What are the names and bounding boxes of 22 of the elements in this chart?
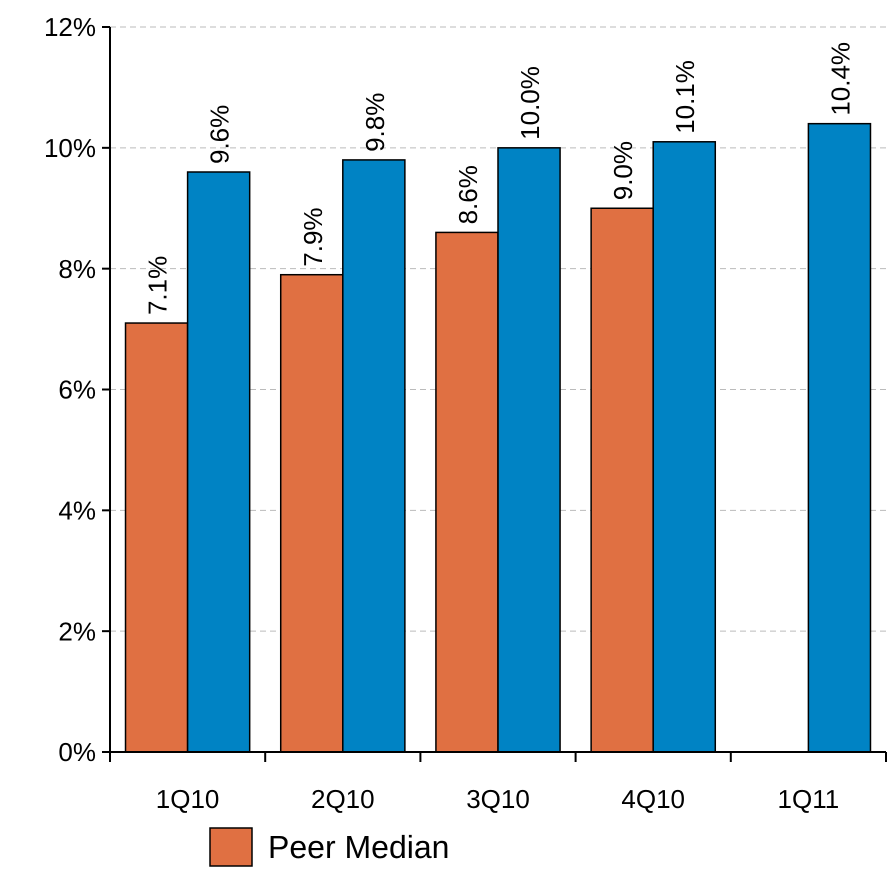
- data-label: 8.6%: [452, 165, 483, 224]
- y-tick-label: 10%: [44, 132, 96, 163]
- y-tick-label: 2%: [58, 616, 96, 646]
- y-tick-label: 0%: [58, 737, 96, 768]
- data-label: 9.0%: [608, 140, 638, 200]
- x-tick-label: 2Q10: [310, 784, 375, 814]
- data-label: 9.8%: [360, 92, 390, 152]
- data-label: 7.1%: [142, 256, 173, 316]
- data-label: 10.0%: [515, 66, 546, 140]
- x-tick-label: 1Q11: [778, 784, 840, 814]
- y-tick-label: 4%: [58, 495, 96, 526]
- data-label: 10.1%: [670, 60, 700, 134]
- data-label: 10.4%: [825, 42, 856, 116]
- data-label: 9.6%: [204, 104, 235, 164]
- x-tick-label: 1Q10: [156, 784, 220, 814]
- y-tick-label: 6%: [58, 374, 96, 405]
- y-tick-label: 8%: [58, 254, 96, 284]
- legend-label: Peer Median: [268, 829, 450, 865]
- x-tick-label: 4Q10: [621, 784, 686, 814]
- y-tick-label: 12%: [44, 12, 96, 42]
- data-label: 7.9%: [298, 207, 328, 267]
- x-tick-label: 3Q10: [466, 784, 530, 814]
